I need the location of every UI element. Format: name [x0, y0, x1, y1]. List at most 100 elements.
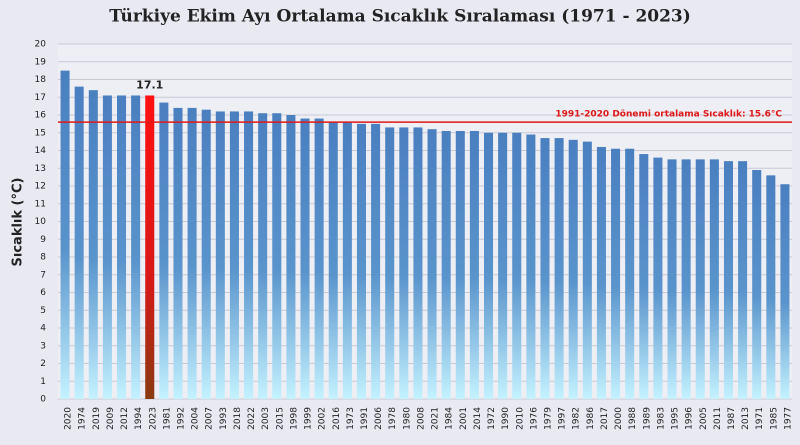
x-tick-label: 1989 — [642, 407, 652, 430]
bar — [286, 115, 296, 399]
x-tick-label: 2018 — [233, 407, 243, 430]
reference-label: 1991-2020 Dönemi ortalama Sıcaklık: 15.6… — [555, 110, 782, 120]
bar — [512, 132, 522, 399]
y-tick-label: 13 — [35, 164, 46, 174]
x-tick-label: 2017 — [600, 407, 610, 430]
x-tick-label: 1987 — [727, 407, 737, 430]
bar — [469, 130, 479, 399]
chart-title: Türkiye Ekim Ayı Ortalama Sıcaklık Sıral… — [109, 7, 691, 27]
x-tick-label: 2012 — [120, 407, 130, 430]
y-tick-label: 19 — [35, 57, 47, 67]
bar — [780, 184, 790, 399]
x-tick-label: 1998 — [289, 407, 299, 430]
y-tick-label: 7 — [40, 270, 46, 280]
bar — [201, 109, 211, 400]
bar — [709, 159, 719, 399]
x-tick-label: 2003 — [261, 407, 271, 430]
bar — [399, 127, 409, 400]
y-tick-label: 5 — [40, 306, 46, 316]
y-tick-label: 10 — [35, 217, 47, 227]
y-tick-label: 12 — [35, 182, 46, 192]
bar — [484, 132, 494, 399]
bar — [723, 161, 733, 399]
x-tick-label: 2015 — [275, 407, 285, 430]
x-tick-label: 1976 — [529, 407, 539, 430]
y-tick-label: 11 — [35, 199, 46, 209]
x-tick-label: 2002 — [318, 407, 328, 430]
bar — [695, 159, 705, 399]
x-tick-label: 1986 — [586, 407, 596, 430]
bar — [568, 139, 578, 399]
x-tick-label: 1997 — [558, 407, 568, 430]
bar — [342, 122, 352, 399]
bar — [314, 118, 324, 400]
bar — [215, 111, 225, 399]
y-tick-label: 1 — [40, 377, 46, 387]
x-tick-label: 1990 — [501, 407, 511, 430]
x-tick-label: 1985 — [769, 407, 779, 430]
y-tick-label: 14 — [35, 146, 47, 156]
y-tick-label: 4 — [40, 324, 46, 334]
bar — [356, 123, 366, 399]
y-tick-label: 6 — [40, 288, 46, 298]
bar — [413, 127, 423, 400]
data-label: 17.1 — [136, 78, 163, 91]
bar — [187, 107, 197, 400]
y-tick-label: 17 — [35, 93, 46, 103]
x-tick-label: 1994 — [134, 407, 144, 430]
x-tick-label: 2010 — [515, 407, 525, 430]
x-tick-label: 2013 — [741, 407, 751, 430]
bar — [131, 95, 141, 399]
x-tick-label: 2000 — [614, 407, 624, 430]
y-tick-label: 2 — [40, 359, 46, 369]
x-tick-label: 1978 — [388, 407, 398, 430]
bar — [526, 134, 536, 399]
x-tick-label: 1971 — [755, 407, 765, 430]
bar — [611, 148, 621, 399]
x-tick-label: 2016 — [332, 407, 342, 430]
x-tick-label: 1996 — [685, 407, 695, 430]
bar — [554, 138, 564, 399]
x-tick-label: 1988 — [628, 407, 638, 430]
y-tick-label: 3 — [40, 341, 46, 351]
x-tick-label: 1973 — [346, 407, 356, 430]
x-tick-label: 1982 — [572, 407, 582, 430]
y-tick-label: 18 — [35, 75, 47, 85]
bar — [766, 175, 776, 399]
bar — [244, 111, 254, 399]
x-tick-label: 1972 — [487, 407, 497, 430]
y-tick-label: 0 — [40, 395, 46, 405]
x-tick-label: 1991 — [360, 407, 370, 430]
x-tick-label: 2006 — [374, 407, 384, 430]
bar — [173, 107, 183, 400]
bar — [427, 129, 437, 399]
x-tick-label: 2008 — [416, 407, 426, 430]
x-tick-label: 1999 — [304, 407, 314, 430]
bar — [159, 102, 169, 399]
x-tick-label: 1992 — [176, 407, 186, 430]
x-tick-label: 2007 — [205, 407, 215, 430]
x-tick-label: 1977 — [783, 407, 793, 430]
x-tick-label: 1995 — [671, 407, 681, 430]
x-tick-label: 2022 — [247, 407, 257, 430]
y-tick-label: 15 — [35, 128, 46, 138]
bar — [752, 170, 762, 399]
x-tick-label: 1979 — [543, 407, 553, 430]
bar — [667, 159, 677, 399]
x-tick-label: 2020 — [64, 407, 74, 430]
x-tick-label: 2023 — [148, 407, 158, 430]
x-tick-label: 1984 — [445, 407, 455, 430]
x-tick-label: 1983 — [656, 407, 666, 430]
y-tick-label: 9 — [40, 235, 46, 245]
bar — [88, 90, 98, 400]
bar — [74, 86, 84, 399]
x-tick-label: 1974 — [78, 407, 88, 430]
bar — [145, 95, 155, 399]
x-tick-label: 2005 — [699, 407, 709, 430]
x-tick-label: 2021 — [431, 407, 441, 430]
bar — [441, 130, 451, 399]
bar — [540, 138, 550, 399]
y-tick-label: 20 — [35, 40, 47, 50]
bar — [738, 161, 748, 399]
